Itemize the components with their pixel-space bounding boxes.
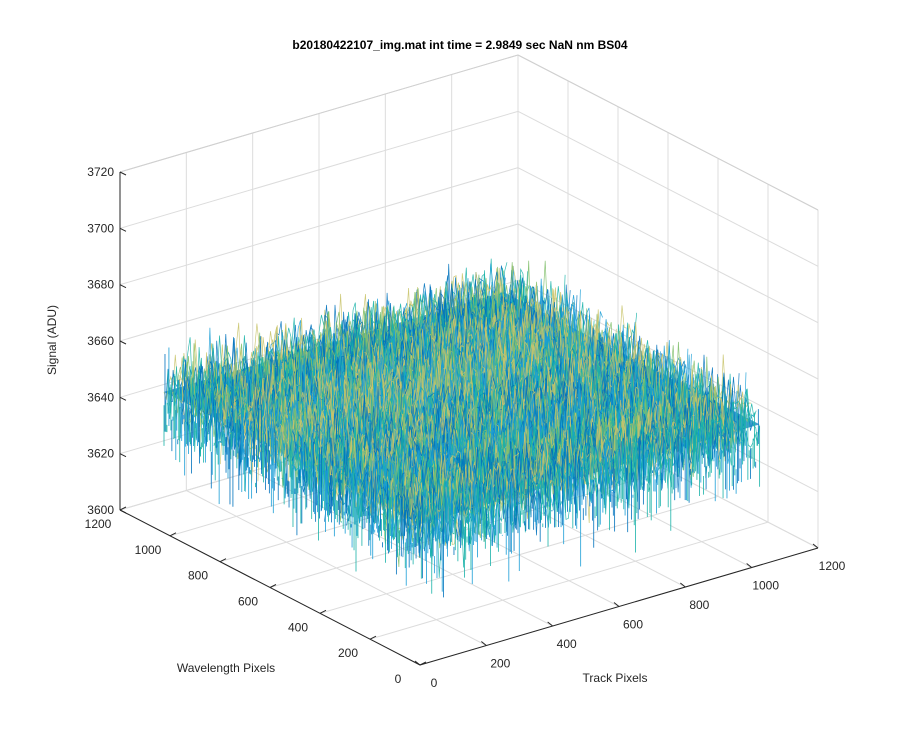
backwall-gridline-z	[119, 223, 519, 342]
signal-surface	[163, 258, 761, 598]
z-tick	[119, 340, 127, 345]
x-tick	[680, 582, 686, 588]
tick-marks	[119, 171, 819, 666]
z-tick	[119, 227, 127, 232]
x-axis-label: Track Pixels	[583, 671, 648, 685]
y-tick-label: 400	[288, 620, 308, 634]
x-tick-label: 600	[623, 618, 643, 632]
z-tick-label: 3660	[87, 334, 114, 348]
z-tick	[119, 453, 127, 458]
surface-row	[318, 336, 660, 506]
y-tick-label: 800	[188, 569, 208, 583]
x-tick	[481, 641, 487, 646]
x-tick-label: 400	[557, 637, 577, 651]
surface-row	[168, 266, 510, 426]
x-tick-label: 1200	[819, 559, 846, 573]
x-tick	[812, 543, 819, 549]
surface-row	[419, 401, 760, 544]
y-tick-label: 1000	[135, 543, 162, 557]
surface-row	[414, 395, 755, 558]
z-axis-label: Signal (ADU)	[45, 305, 59, 375]
z-tick-label: 3620	[87, 447, 114, 461]
y-tick	[219, 558, 227, 563]
surface-row	[209, 260, 551, 434]
y-tick	[369, 635, 377, 640]
z-tick-label: 3640	[87, 390, 114, 404]
backwall-gridline-z	[119, 167, 519, 286]
y-tick	[169, 532, 177, 537]
y-tick	[119, 506, 127, 511]
z-tick-label: 3700	[87, 221, 114, 235]
x-tick-label: 1000	[752, 579, 779, 593]
x-tick	[547, 621, 553, 627]
y-tick-label: 600	[238, 595, 258, 609]
y-tick	[269, 584, 277, 588]
sidewall-gridline-z	[517, 223, 819, 380]
y-tick	[419, 661, 427, 666]
x-tick	[613, 602, 620, 607]
chart-title: b20180422107_img.mat int time = 2.9849 s…	[292, 38, 628, 52]
floor-gridline-y	[369, 521, 769, 640]
y-tick-label: 200	[338, 646, 358, 660]
z-tick	[119, 171, 127, 176]
y-tick-label: 0	[395, 672, 402, 686]
sidewall-gridline-z	[517, 167, 819, 324]
sidewall-gridline-z	[517, 110, 819, 267]
z-tick	[119, 284, 127, 289]
z-tick-label: 3600	[87, 503, 114, 517]
x-tick	[414, 660, 421, 666]
box-edge	[517, 54, 819, 211]
y-tick	[319, 609, 327, 614]
z-tick-label: 3720	[87, 165, 114, 179]
x-tick	[746, 563, 752, 568]
x-tick-label: 0	[431, 676, 438, 690]
x-tick-label: 200	[490, 657, 510, 671]
tick-labels: 0 200 400 600 800 1000 1200 0 200 400 600 800 1000 12…	[85, 165, 846, 690]
surface-row	[173, 267, 515, 427]
box-edge	[119, 54, 519, 173]
y-axis-label: Wavelength Pixels	[177, 661, 275, 675]
z-tick	[119, 509, 127, 514]
y-tick-label: 1200	[85, 517, 112, 531]
x-tick-label: 800	[689, 598, 709, 612]
z-tick	[119, 396, 127, 401]
backwall-gridline-z	[119, 110, 519, 229]
z-tick-label: 3680	[87, 278, 114, 292]
